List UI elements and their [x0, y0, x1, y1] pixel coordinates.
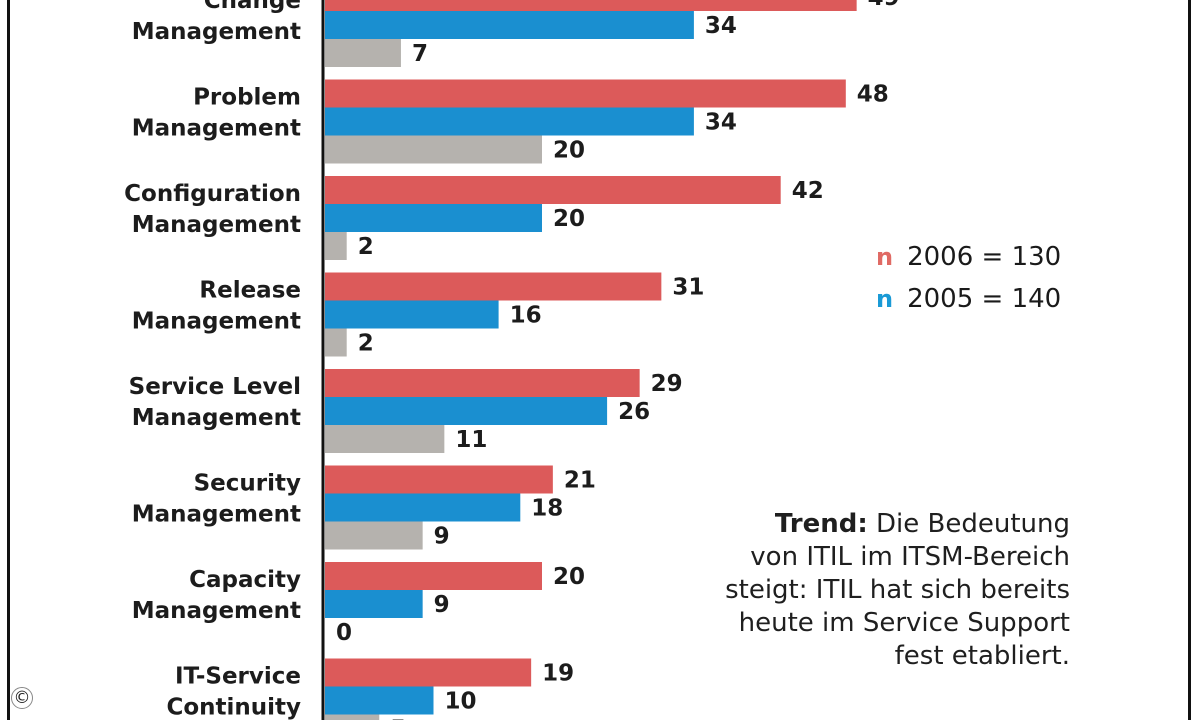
legend-label-2006: 2006 = 130 [907, 242, 1062, 272]
bar-series-2 [325, 714, 380, 720]
value-label: 16 [510, 303, 542, 329]
bar-series-1 [325, 686, 434, 715]
bar-series-1 [325, 590, 423, 618]
value-label: 9 [434, 592, 450, 618]
value-label: 2 [358, 331, 374, 357]
bar-series-2 [325, 425, 445, 453]
value-label: 9 [434, 524, 450, 550]
bar-series-1 [325, 11, 694, 39]
value-label: 34 [705, 13, 737, 39]
value-label: 10 [445, 689, 477, 715]
category-label: IT-Service [175, 664, 301, 690]
bar-series-1 [325, 397, 608, 425]
frame-right-border [1188, 0, 1191, 720]
bar-series-2 [325, 328, 347, 357]
value-label: 26 [618, 399, 650, 425]
category-label: Capacity [189, 567, 301, 593]
value-label: 0 [336, 620, 352, 646]
category-label: Service Level [129, 374, 301, 400]
category-label: Management [132, 19, 301, 45]
category-label: Problem [193, 85, 301, 111]
trend-note-bold: Trend: [774, 509, 868, 539]
category-label: Management [132, 405, 301, 431]
category-label: Security [194, 471, 301, 497]
bar-series-2 [325, 521, 423, 550]
copyright-icon: © [11, 687, 33, 709]
legend-marker-2005: n [876, 285, 894, 313]
value-label: 19 [542, 661, 574, 687]
category-label: Management [132, 116, 301, 142]
legend-label-2005: 2005 = 140 [907, 284, 1062, 314]
value-label: 48 [857, 82, 889, 108]
category-label: Management [132, 598, 301, 624]
bar-series-2 [325, 39, 401, 67]
bar-series-2 [325, 232, 347, 260]
value-label: 34 [705, 110, 737, 136]
bar-series-0 [325, 272, 662, 301]
bars-group [325, 0, 857, 720]
value-label: 5 [390, 717, 406, 720]
category-label: Continuity [166, 695, 301, 720]
value-label: 20 [553, 564, 585, 590]
value-label: 49 [868, 0, 900, 11]
bar-series-2 [325, 135, 542, 164]
bar-series-0 [325, 79, 846, 108]
category-label: Management [132, 309, 301, 335]
category-label: Change [204, 0, 301, 14]
value-label: 11 [455, 427, 487, 453]
bar-series-1 [325, 107, 694, 136]
value-label: 2 [358, 234, 374, 260]
bar-series-0 [325, 176, 781, 204]
trend-note: Trend: Die Bedeutung von ITIL im ITSM-Be… [720, 508, 1070, 673]
value-label: 7 [412, 41, 428, 67]
labels-group: Change Management 49 34 7 Problem Management 48… [124, 0, 900, 720]
bar-series-0 [325, 465, 553, 494]
value-label: 29 [651, 371, 683, 397]
legend-item-2006: n 2006 = 130 [876, 236, 1061, 278]
legend-marker-2006: n [876, 243, 894, 271]
bar-series-0 [325, 369, 640, 397]
trend-note-text: Die Bedeutung von ITIL im ITSM-Bereich s… [725, 509, 1070, 671]
value-label: 21 [564, 468, 596, 494]
category-label: Release [199, 278, 301, 304]
category-label: Management [132, 502, 301, 528]
value-label: 20 [553, 206, 585, 232]
category-label: Configuration [124, 181, 301, 207]
bar-series-1 [325, 493, 521, 522]
value-label: 18 [531, 496, 563, 522]
value-label: 20 [553, 138, 585, 164]
bar-series-1 [325, 204, 542, 232]
bar-series-0 [325, 658, 532, 687]
bar-series-1 [325, 300, 499, 329]
category-label: Management [132, 212, 301, 238]
legend-item-2005: n 2005 = 140 [876, 278, 1061, 320]
value-label: 42 [792, 178, 824, 204]
bar-series-0 [325, 0, 857, 11]
value-label: 31 [672, 275, 704, 301]
legend: n 2006 = 130 n 2005 = 140 [876, 236, 1061, 320]
bar-series-0 [325, 562, 542, 590]
frame-left-border [7, 0, 10, 720]
